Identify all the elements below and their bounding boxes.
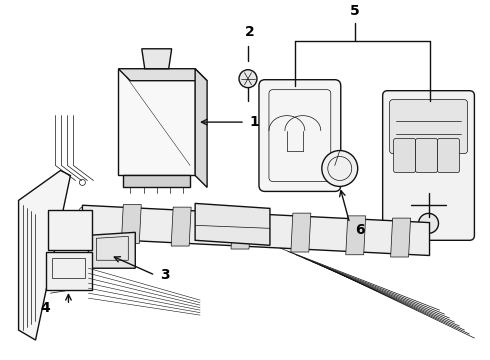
Polygon shape bbox=[291, 213, 311, 252]
Circle shape bbox=[322, 150, 358, 186]
Polygon shape bbox=[82, 205, 430, 256]
Polygon shape bbox=[171, 207, 191, 246]
Polygon shape bbox=[346, 216, 366, 255]
Text: 5: 5 bbox=[350, 4, 360, 18]
Polygon shape bbox=[195, 69, 207, 188]
Polygon shape bbox=[122, 204, 141, 244]
Polygon shape bbox=[391, 218, 411, 257]
FancyBboxPatch shape bbox=[438, 139, 460, 172]
Polygon shape bbox=[88, 232, 135, 268]
Text: 4: 4 bbox=[41, 301, 50, 315]
FancyBboxPatch shape bbox=[390, 100, 467, 153]
Text: 2: 2 bbox=[245, 25, 255, 39]
Polygon shape bbox=[46, 252, 93, 290]
Polygon shape bbox=[123, 175, 190, 188]
Text: 6: 6 bbox=[355, 223, 365, 237]
Circle shape bbox=[418, 213, 439, 233]
Polygon shape bbox=[118, 69, 207, 81]
FancyBboxPatch shape bbox=[383, 91, 474, 240]
Text: 3: 3 bbox=[160, 268, 170, 282]
FancyBboxPatch shape bbox=[393, 139, 416, 172]
FancyBboxPatch shape bbox=[259, 80, 341, 192]
Text: 1: 1 bbox=[249, 115, 259, 129]
Polygon shape bbox=[195, 203, 270, 245]
Circle shape bbox=[239, 70, 257, 88]
Polygon shape bbox=[49, 210, 93, 250]
Polygon shape bbox=[118, 69, 195, 175]
FancyBboxPatch shape bbox=[416, 139, 438, 172]
Polygon shape bbox=[142, 49, 172, 69]
Polygon shape bbox=[19, 171, 71, 340]
Polygon shape bbox=[231, 210, 251, 249]
